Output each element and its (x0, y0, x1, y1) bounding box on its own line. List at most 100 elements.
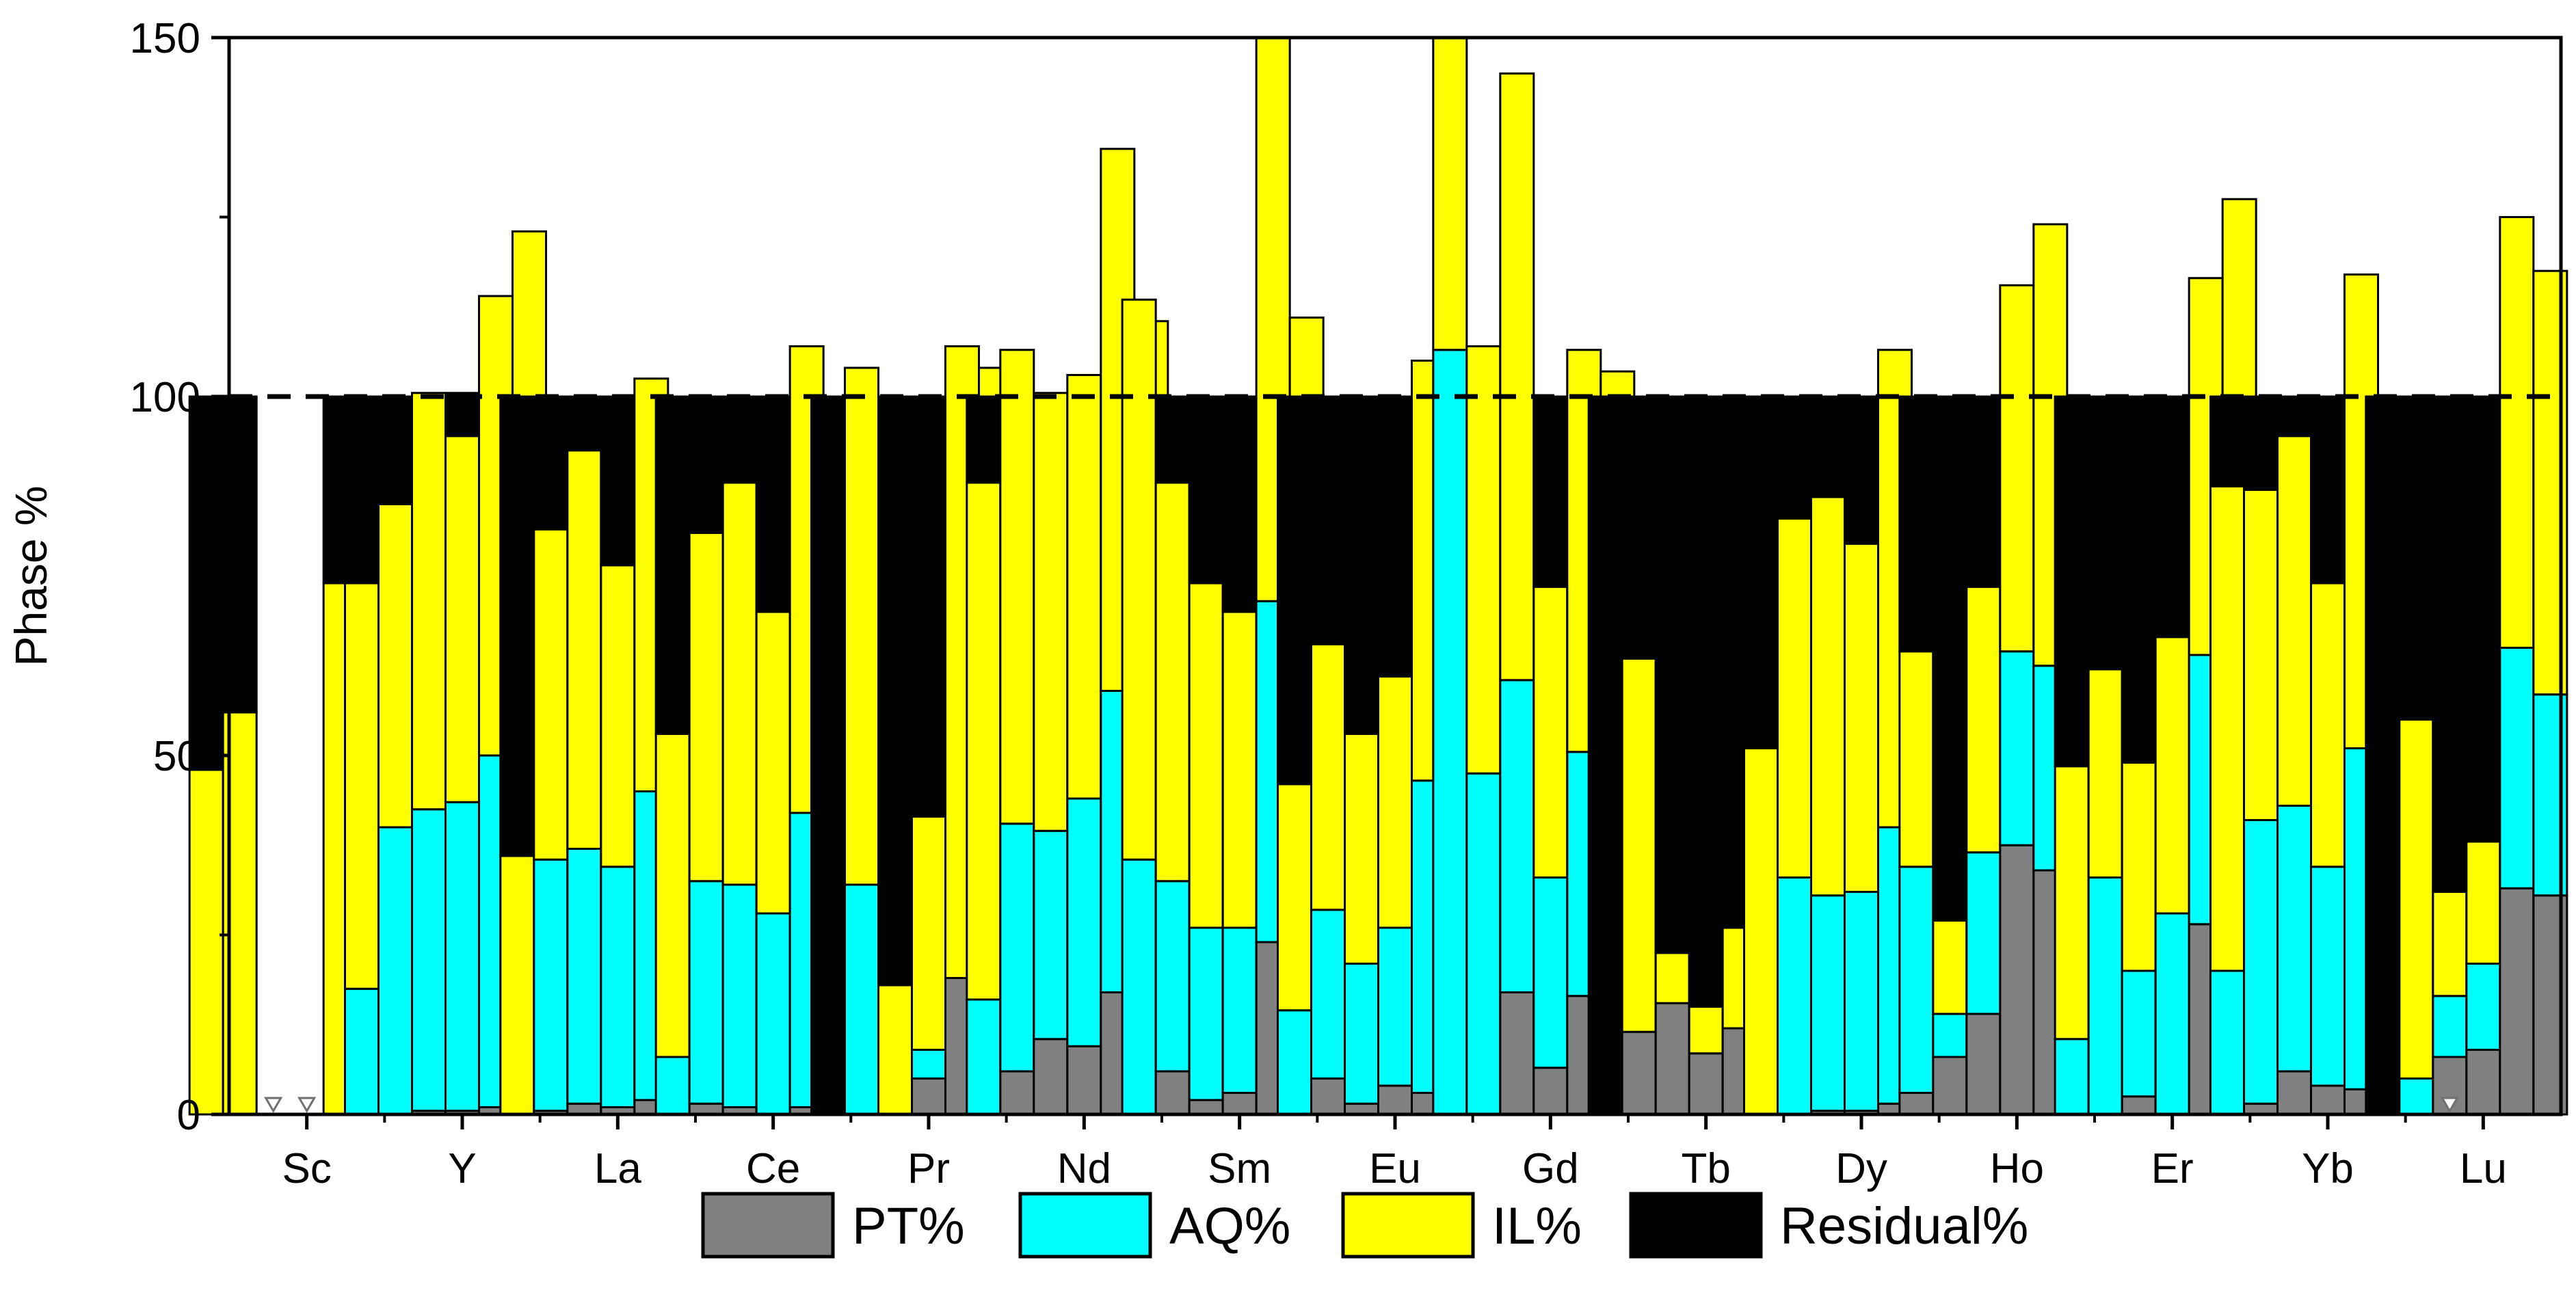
bar-segment-lu-2-il (2398, 719, 2434, 1080)
y-axis-label: Phase % (5, 485, 56, 666)
bar-segment-gd-3-pt (1499, 991, 1535, 1116)
bar-segment-eu-4-il (1377, 675, 1413, 929)
bar-segment-nd-3-aq (1033, 829, 1069, 1041)
bar-segment-gd-1-il (1432, 36, 1468, 351)
bar-segment-yb-4-residual (2310, 395, 2346, 585)
bar-segment-sm-1-aq (1121, 858, 1157, 1116)
bar-segment-la-4-residual (600, 395, 636, 567)
bar-segment-la-1-il (499, 855, 535, 1116)
bar-group-ho (1898, 223, 2069, 1116)
y-tick-label: 150 (130, 15, 200, 62)
bar-segment-tb-3-il (1654, 952, 1690, 1004)
bar-segment-nd-3-pt (1033, 1038, 1069, 1116)
bar-segment-ho-3-residual (1965, 395, 2002, 588)
bar-segment-gd-3-il (1499, 72, 1535, 682)
bar-segment-y-4-residual (444, 392, 480, 438)
bar-segment-ho-2-aq (1932, 1013, 1968, 1058)
bar-segment-sm-3-il (1188, 582, 1224, 929)
bar-segment-eu-2-aq (1310, 909, 1346, 1080)
bar-segment-yb-3-aq (2276, 805, 2312, 1073)
x-tick-label-sc: Sc (282, 1145, 331, 1192)
bar-segment-er-1-il (2054, 765, 2090, 1041)
bar-segment-yb-1-il (2209, 485, 2245, 972)
x-tick-label-lu: Lu (2460, 1145, 2507, 1192)
x-tick-label-sm: Sm (1208, 1145, 1271, 1192)
bar-segment-er-2-aq (2087, 876, 2123, 1116)
bar-segment-la-1-residual (499, 395, 535, 857)
bar-segment-er-1-residual (2054, 395, 2090, 768)
bar-segment-dy-4-residual (1844, 395, 1879, 545)
x-tick-label-ho: Ho (1990, 1145, 2044, 1192)
bar-segment-nd-4-pt (1066, 1045, 1102, 1116)
bar-segment-yb-4-aq (2310, 866, 2346, 1087)
bar-segment-ce-1-residual (654, 395, 691, 735)
bar-segment-gd-3-aq (1499, 679, 1535, 993)
x-tick-label-eu: Eu (1369, 1145, 1421, 1192)
bar-segment-ce-2-residual (688, 395, 724, 534)
bar-segment-er-3-residual (2121, 395, 2157, 764)
bar-segment-ho-4-il (1999, 284, 2035, 653)
bar-segment-pr-4-residual (911, 395, 946, 818)
bar-segment-sm-4-pt (1221, 1092, 1258, 1116)
bar-segment-eu-4-pt (1377, 1084, 1413, 1116)
bar-segment-yb-1-residual (2209, 395, 2245, 487)
bar-segment-gd-4-pt (1532, 1067, 1569, 1116)
bar-segment-ho-3-aq (1965, 851, 2002, 1015)
x-axis: Sc Y La Ce Pr Nd Sm Eu Gd Tb Dy Ho Er Yb Lu (282, 1114, 2507, 1192)
below-detection-triangle-sc (264, 1097, 283, 1113)
x-tick-label-nd: Nd (1057, 1145, 1111, 1192)
bar-group-lu (2365, 216, 2568, 1116)
x-tick-label-la: La (594, 1145, 641, 1192)
legend-swatch-residual (1629, 1192, 1763, 1259)
bar-segment-yb-2-aq (2243, 819, 2279, 1105)
bar-segment-eu-1-il (1277, 783, 1312, 1012)
bar-segment-nd-2-pt (999, 1070, 1035, 1116)
bar-segment-lu-1-residual (2365, 395, 2401, 1116)
bar-segment-pr-4-il (911, 815, 946, 1051)
bar-segment-sm-4-residual (1221, 395, 1258, 613)
x-tick-label-gd: Gd (1522, 1145, 1579, 1192)
bar-segment-eu-4-aq (1377, 926, 1413, 1087)
y-axis: 0 50 100 150 (130, 15, 229, 1139)
bar-segment-sm-4-il (1221, 611, 1258, 929)
bar-segment-sm-2-pt (1154, 1070, 1191, 1116)
bar-segment-pr-3-il (877, 984, 913, 1116)
legend-label-aq: AQ% (1169, 1197, 1290, 1255)
bar-segment-tb-2-residual (1621, 395, 1657, 660)
bar-segment-la-3-il (566, 449, 602, 850)
bar-segment-sm-1-il (1121, 298, 1157, 861)
bar-group-yb (2209, 273, 2413, 1116)
bar-segment-tb-2-il (1621, 657, 1657, 1033)
bar-segment-nd-4-il (1066, 374, 1102, 800)
bar-segment-lu-2-residual (2398, 395, 2434, 721)
bar-segment-gd-1-aq (1432, 349, 1468, 1116)
x-tick-label-ce: Ce (746, 1145, 800, 1192)
bar-segment-gd-4-aq (1532, 876, 1569, 1069)
bar-segment-ce-2-il (688, 532, 724, 883)
bar-segment-y-2-residual (377, 395, 413, 505)
bar-segment-nd-4-aq (1066, 797, 1102, 1047)
bar-segment-yb-2-residual (2243, 395, 2279, 491)
bar-segment-er-4-residual (2154, 395, 2190, 639)
bar-segment-dy-2-il (1777, 518, 1812, 879)
bar-segment-gd-2-aq (1465, 772, 1502, 1116)
bar-segment-ho-2-pt (1932, 1056, 1968, 1116)
bar-segment-ho-1-il (1898, 650, 1935, 868)
bar-segment-dy-3-il (1810, 496, 1846, 897)
bar-segment-dy-4-il (1844, 542, 1879, 893)
bar-segment-ho-3-pt (1965, 1013, 2002, 1116)
bar-segment-yb-1-aq (2209, 969, 2245, 1116)
bar-segment-nd-3-il (1033, 392, 1069, 832)
bar-segment-ce-2-aq (688, 880, 724, 1105)
bar-segment-dy-1-residual (1743, 395, 1779, 749)
bar-segment-ce-1-il (654, 733, 691, 1058)
bar-segment-la-4-aq (600, 866, 636, 1108)
x-tick-label-y: Y (448, 1145, 476, 1192)
bar-segment-sm-2-residual (1154, 395, 1191, 484)
bar-segment-ho-1-pt (1898, 1092, 1935, 1116)
bars-layer (188, 36, 2568, 1116)
bar-segment-nd-2-aq (999, 822, 1035, 1073)
y-tick-label: 50 (153, 733, 200, 780)
bar-segment-yb-4-pt (2310, 1084, 2346, 1116)
bar-segment-lu-5-il (2499, 216, 2535, 649)
